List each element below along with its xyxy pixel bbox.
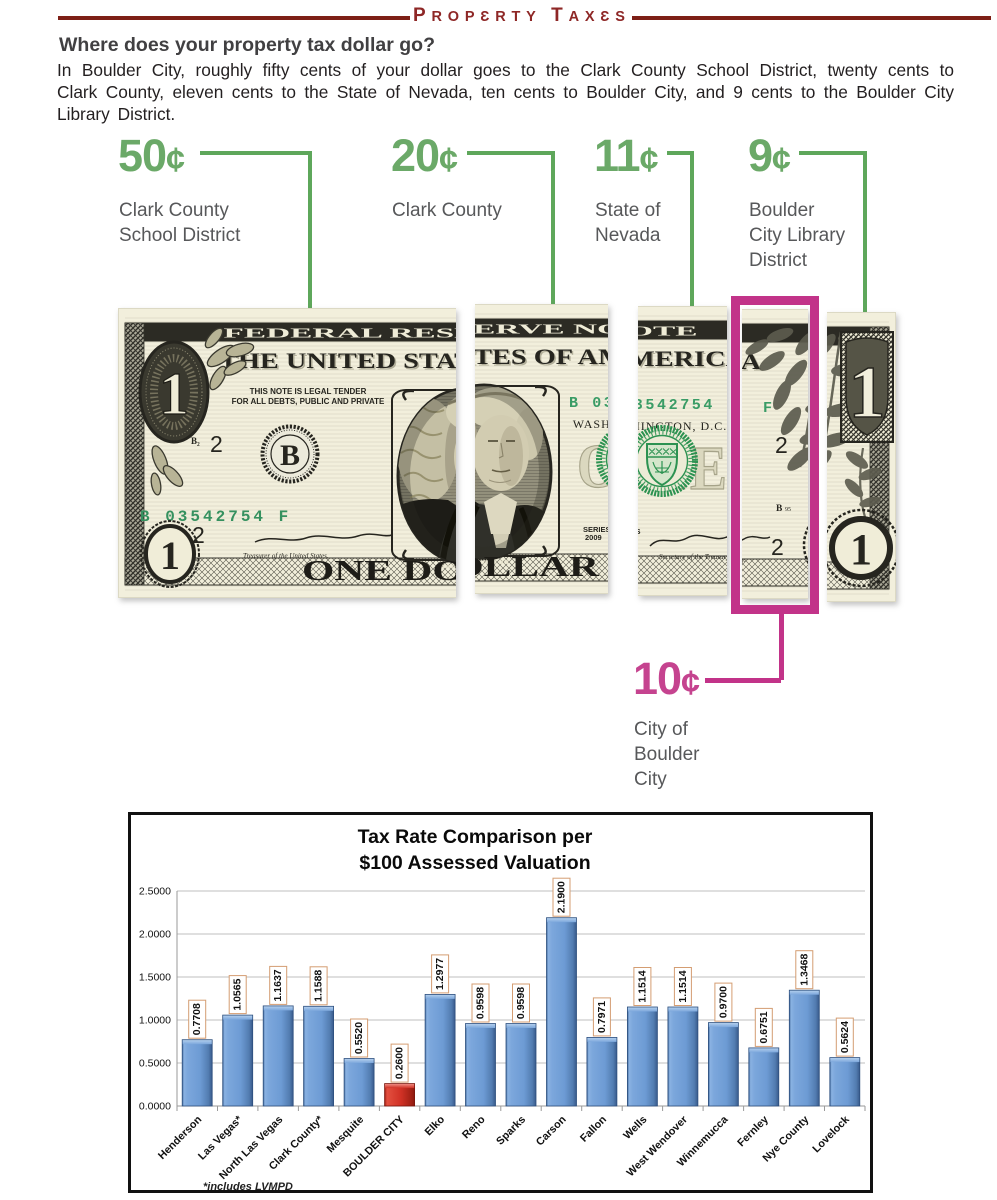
svg-text:1.1514: 1.1514 xyxy=(677,970,689,1002)
svg-text:0.5000: 0.5000 xyxy=(139,1058,171,1070)
svg-text:0.5520: 0.5520 xyxy=(353,1022,365,1054)
svg-text:0.9598: 0.9598 xyxy=(475,987,487,1019)
svg-text:1.1637: 1.1637 xyxy=(272,969,284,1001)
svg-text:1.0565: 1.0565 xyxy=(232,978,244,1010)
svg-text:Lovelock: Lovelock xyxy=(810,1113,852,1155)
svg-text:Reno: Reno xyxy=(460,1113,488,1141)
svg-text:Wells: Wells xyxy=(621,1114,649,1142)
svg-text:0.9700: 0.9700 xyxy=(717,986,729,1018)
svg-text:Mesquite: Mesquite xyxy=(325,1114,367,1156)
svg-text:Fernley: Fernley xyxy=(735,1114,771,1150)
svg-text:0.2600: 0.2600 xyxy=(394,1047,406,1079)
svg-text:1.2977: 1.2977 xyxy=(434,958,446,990)
svg-text:Elko: Elko xyxy=(423,1113,448,1138)
svg-text:Carson: Carson xyxy=(534,1114,569,1149)
svg-text:1.1588: 1.1588 xyxy=(313,970,325,1002)
svg-text:1.0000: 1.0000 xyxy=(139,1015,171,1027)
svg-text:1.1514: 1.1514 xyxy=(636,970,648,1002)
svg-text:Sparks: Sparks xyxy=(494,1114,528,1148)
svg-text:0.7971: 0.7971 xyxy=(596,1001,608,1033)
svg-text:1.5000: 1.5000 xyxy=(139,972,171,984)
svg-text:2.0000: 2.0000 xyxy=(139,929,171,941)
svg-text:0.5624: 0.5624 xyxy=(839,1021,851,1053)
svg-text:0.9598: 0.9598 xyxy=(515,987,527,1019)
svg-text:2.1900: 2.1900 xyxy=(556,881,568,913)
svg-text:Fallon: Fallon xyxy=(578,1114,609,1145)
svg-text:1.3468: 1.3468 xyxy=(798,953,810,985)
svg-text:0.6751: 0.6751 xyxy=(758,1011,770,1043)
svg-text:0.0000: 0.0000 xyxy=(139,1101,171,1113)
svg-text:2.5000: 2.5000 xyxy=(139,886,171,898)
svg-text:0.7708: 0.7708 xyxy=(191,1003,203,1035)
